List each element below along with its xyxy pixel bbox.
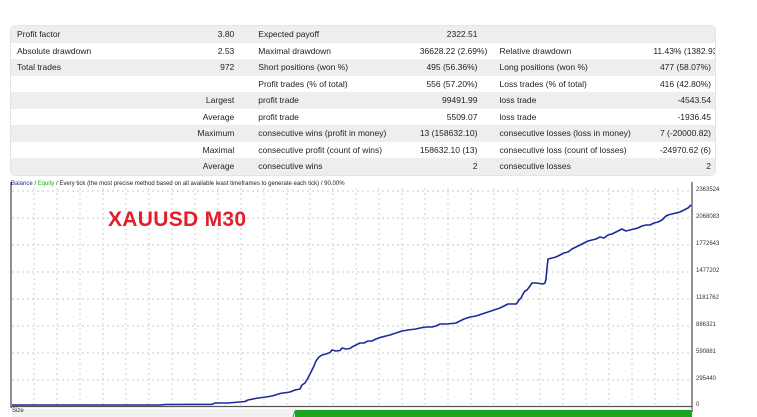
stat-value: 99491.99 [442,95,478,105]
stats-row: Maximal consecutive profit (count of win… [11,141,715,158]
stat-value: 2.53 [217,45,235,56]
stats-row: Maximum consecutive wins (profit in mone… [11,125,715,142]
y-tick: 590881 [696,349,717,355]
vertical-gridlines [33,188,679,406]
stat-value: 158632.10 (13) [419,144,478,155]
stat-qualifier: Maximum [197,128,235,138]
stat-label: consecutive losses (loss in money) [499,128,631,138]
y-tick: 2363524 [696,187,720,193]
stat-value: 556 (57.20%) [426,78,478,89]
stat-label: Loss trades (% of total) [499,78,587,89]
stat-label: Long positions (won %) [499,62,588,72]
chart-overlay-title: XAUUSD M30 [108,208,247,231]
horizontal-gridlines [12,190,691,381]
size-bar-fill [295,410,692,417]
stats-row: Absolute drawdown 2.53 Maximal drawdown … [11,42,715,59]
legend-description: / Every tick (the most precise method ba… [54,181,345,187]
stat-label: Profit factor [17,29,61,39]
stat-value: -4543.54 [677,95,711,105]
stat-value: 7 (-20000.82) [659,128,711,138]
stat-label: Relative drawdown [499,45,572,56]
stat-qualifier: Largest [205,95,235,105]
stat-value: -24970.62 (6) [659,144,711,155]
stat-value: 36628.22 (2.69%) [419,45,488,56]
stats-row: Profit trades (% of total) 556 (57.20%) … [11,75,715,92]
stat-label: consecutive loss (count of losses) [499,144,627,155]
stat-label: Profit trades (% of total) [258,78,348,89]
stat-qualifier: Average [202,111,235,122]
balance-line [12,204,692,406]
stat-label: profit trade [258,95,299,105]
stat-label: consecutive wins [258,161,323,171]
stat-label: Expected payoff [258,29,320,39]
stat-value: 2322.51 [446,29,478,39]
size-bar-edge [292,410,296,417]
y-tick: 886321 [696,322,717,328]
y-tick: 1772643 [696,241,720,247]
legend-equity: Equity [37,181,55,187]
y-tick: 2068083 [696,214,720,220]
y-tick: 1477202 [696,268,720,274]
stat-value: 2 [706,161,711,171]
stat-qualifier: Maximal [202,144,235,155]
stat-label: consecutive losses [499,161,571,171]
stat-value: 416 (42.80%) [659,78,711,89]
stat-label: Total trades [17,62,61,72]
stat-label: profit trade [258,111,299,122]
stat-label: Maximal drawdown [258,45,332,56]
stat-label: loss trade [499,95,537,105]
stats-row: Total trades 972 Short positions (won %)… [11,59,715,76]
stat-value: 477 (58.07%) [659,62,711,72]
legend-balance: Balance [11,181,33,187]
stats-row: Profit factor 3.80 Expected payoff 2322.… [11,26,715,43]
y-tick: 1181762 [696,295,719,301]
stat-label: loss trade [499,111,537,122]
size-label: Size [12,408,24,414]
stat-value: 5509.07 [446,111,478,122]
stats-row: Average consecutive wins 2 consecutive l… [11,158,715,175]
chart-legend: Balance / Equity / Every tick (the most … [11,181,345,187]
stat-label: Short positions (won %) [258,62,349,72]
stat-label: consecutive profit (count of wins) [258,144,383,155]
stat-value: -1936.45 [677,111,711,122]
stat-value: 495 (56.36%) [426,62,478,72]
stat-value: 972 [220,62,235,72]
y-tick: 0 [696,402,700,408]
stats-row: Largest profit trade 99491.99 loss trade… [11,92,715,109]
stat-value: 11.43% (1382.93) [653,45,715,56]
stats-table: Profit factor 3.80 Expected payoff 2322.… [10,25,716,176]
stat-label: consecutive wins (profit in money) [258,128,387,138]
stat-value: 2 [472,161,478,171]
stats-row: Average profit trade 5509.07 loss trade … [11,108,715,125]
stat-value: 13 (158632.10) [419,128,478,138]
stat-qualifier: Average [202,161,235,171]
stat-value: 3.80 [217,29,235,39]
y-tick: 295440 [696,376,717,382]
legend-separator: / [32,181,38,187]
stat-label: Absolute drawdown [17,45,92,56]
